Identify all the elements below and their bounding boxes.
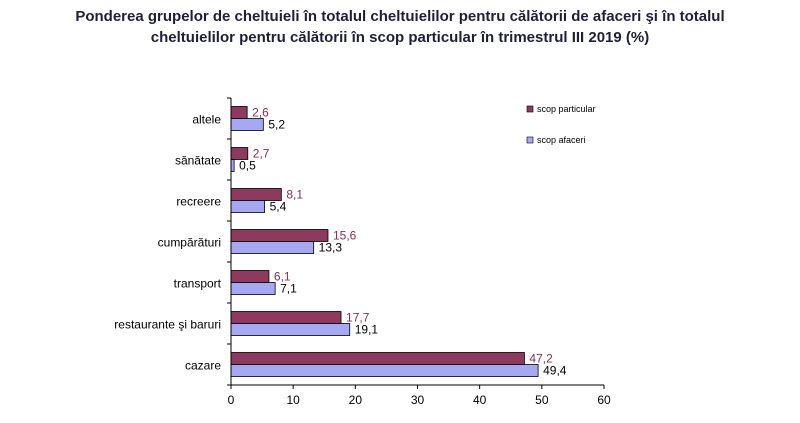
axes-layer: 0 10 20 30 40 50 60 <box>227 97 611 407</box>
chart-title-line-2: cheltuielilor pentru călătorii în scop p… <box>150 29 650 46</box>
x-tick-label: 30 <box>411 393 425 407</box>
category-label-2: recreere <box>176 195 221 209</box>
bar-afaceri-2 <box>230 200 265 213</box>
x-tick-label: 0 <box>228 393 235 407</box>
value-label-particular-1: 2,7 <box>253 147 270 161</box>
bars-layer <box>230 106 539 377</box>
category-label-4: transport <box>174 277 222 291</box>
bar-particular-6 <box>230 352 525 365</box>
value-labels-layer: 2,65,2 2,70,5 8,15,4 15,613,3 6,17,1 17,719,1… <box>239 106 567 378</box>
value-label-afaceri-2: 5,4 <box>270 200 287 214</box>
category-label-3: cumpărături <box>158 236 221 250</box>
value-label-afaceri-0: 5,2 <box>268 118 285 132</box>
bar-afaceri-4 <box>230 282 276 295</box>
x-tick-label: 10 <box>286 393 300 407</box>
bar-afaceri-3 <box>230 241 315 254</box>
value-label-particular-0: 2,6 <box>252 106 269 120</box>
value-label-particular-5: 17,7 <box>346 311 370 325</box>
x-tick-label: 20 <box>349 393 363 407</box>
legend-swatch-particular <box>526 105 534 113</box>
bar-particular-3 <box>230 229 329 242</box>
value-label-particular-3: 15,6 <box>333 229 357 243</box>
category-label-1: sănătate <box>175 154 221 168</box>
value-label-afaceri-5: 19,1 <box>355 323 379 337</box>
x-tick-label: 50 <box>535 393 549 407</box>
value-label-particular-4: 6,1 <box>274 270 291 284</box>
category-labels-layer: altele sănătate recreere cumpărături transpo… <box>114 113 221 373</box>
category-label-6: cazare <box>185 359 221 373</box>
bar-particular-0 <box>230 106 248 119</box>
category-label-0: altele <box>192 113 221 127</box>
value-label-afaceri-4: 7,1 <box>280 282 297 296</box>
legend-swatch-afaceri <box>526 136 534 144</box>
value-label-afaceri-3: 13,3 <box>319 241 343 255</box>
bar-particular-4 <box>230 270 270 283</box>
x-tick-label: 60 <box>597 393 611 407</box>
x-tick-label: 40 <box>473 393 487 407</box>
legend-label-afaceri: scop afaceri <box>537 135 586 145</box>
category-label-5: restaurante şi baruri <box>114 318 221 332</box>
value-label-afaceri-6: 49,4 <box>543 364 567 378</box>
bar-afaceri-5 <box>230 323 351 336</box>
bar-afaceri-6 <box>230 364 539 377</box>
bar-afaceri-0 <box>230 118 264 131</box>
value-label-particular-6: 47,2 <box>529 352 553 366</box>
bar-particular-5 <box>230 311 342 324</box>
chart-title-line-1: Ponderea grupelor de cheltuieli în total… <box>75 8 725 25</box>
value-label-afaceri-1: 0,5 <box>239 159 256 173</box>
legend-label-particular: scop particular <box>537 104 596 114</box>
value-label-particular-2: 8,1 <box>286 188 303 202</box>
chart-title: Ponderea grupelor de cheltuieli în total… <box>0 6 800 48</box>
legend: scop particular scop afaceri <box>526 104 596 145</box>
